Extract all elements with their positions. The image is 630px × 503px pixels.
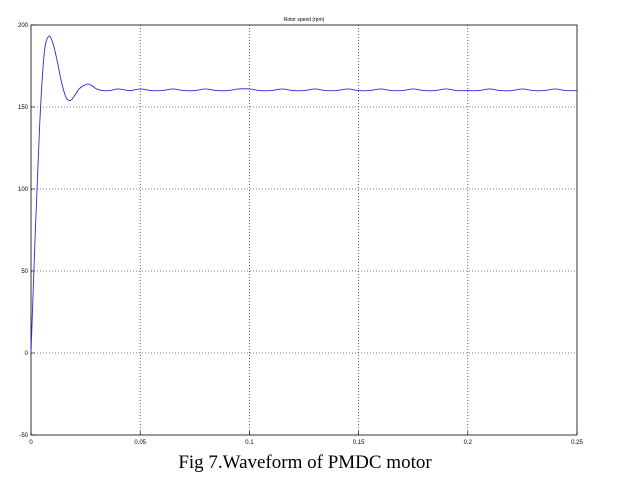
y-tick-label: 50 [21,269,28,275]
x-tick-label: 0 [29,440,33,446]
x-tick-label: 0.2 [464,440,473,446]
y-tick-label: 150 [18,105,29,111]
plot-area [30,24,578,436]
y-tick-label: -50 [19,433,28,439]
speed-series-line [30,35,578,354]
y-tick-label: 200 [18,23,29,29]
figure-caption: Fig 7.Waveform of PMDC motor [178,452,432,473]
x-tick-label: 0.15 [353,440,365,446]
x-tick-label: 0.25 [571,440,583,446]
x-tick-label: 0.05 [134,440,146,446]
chart-title: Rotor speed (rpm) [284,17,325,23]
series [30,35,578,354]
x-tick-label: 0.1 [245,440,254,446]
y-tick-label: 100 [18,187,29,193]
y-tick-label: 0 [25,351,29,357]
grid [31,25,577,435]
